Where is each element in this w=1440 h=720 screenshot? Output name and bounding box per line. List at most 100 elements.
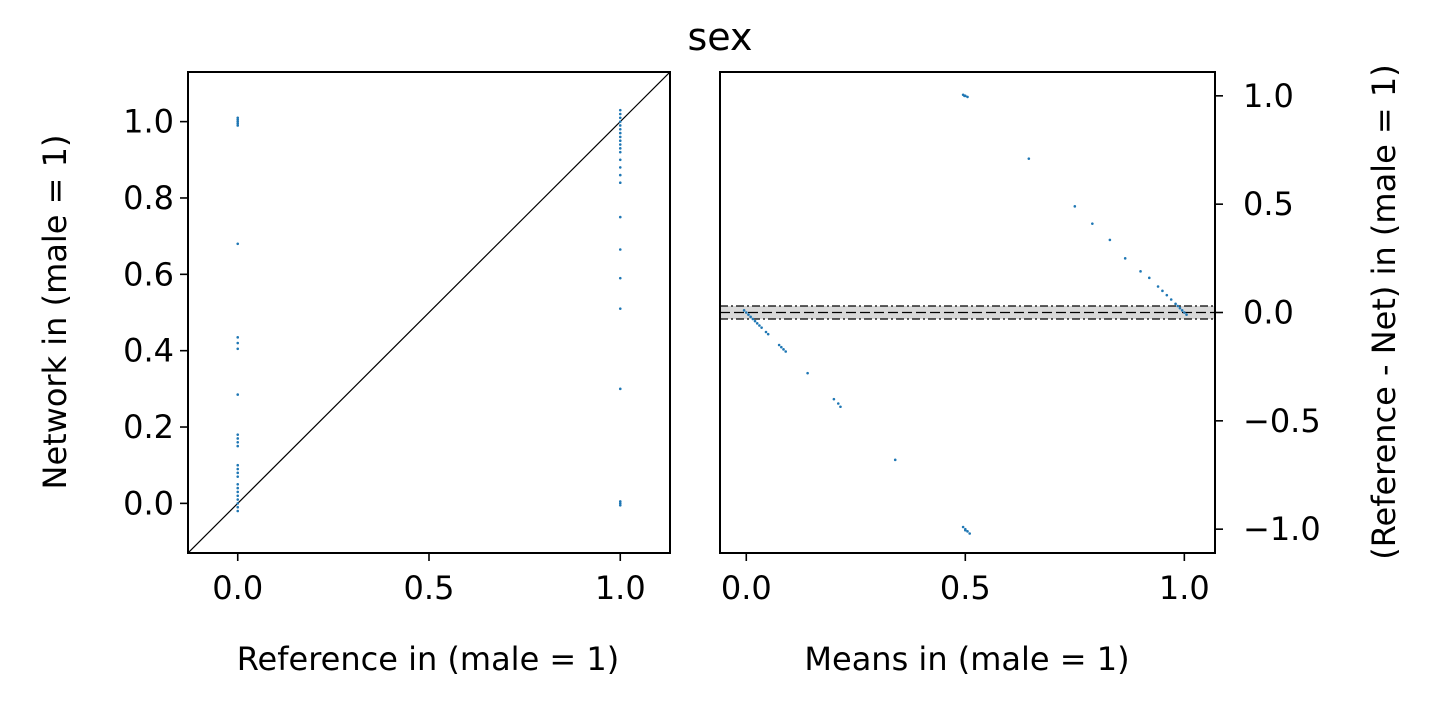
data-point-8 xyxy=(236,347,240,351)
data-point-33 xyxy=(618,135,622,139)
data-point-35 xyxy=(618,143,622,146)
diff-point-8 xyxy=(1123,257,1127,260)
data-point-6 xyxy=(236,336,240,339)
diff-point-19 xyxy=(1183,311,1186,314)
diff-point-21 xyxy=(742,309,746,312)
diff-point-26 xyxy=(753,319,757,323)
diff-point-1 xyxy=(966,95,969,99)
left-scatter-panel: 0.0 0.5 1.0 0.0 0.2 0.4 0.6 0.8 1.0 xyxy=(123,71,671,607)
data-point-11 xyxy=(236,437,240,440)
diff-point-10 xyxy=(1147,276,1151,280)
identity-line xyxy=(188,72,670,553)
data-point-45 xyxy=(618,307,622,310)
diff-point-5 xyxy=(1073,205,1077,208)
y-tick-label-1: 0.2 xyxy=(123,408,174,446)
diff-point-32 xyxy=(777,343,781,347)
data-point-26 xyxy=(618,108,622,112)
data-point-20 xyxy=(236,490,240,494)
y-tick-label-2: 0.4 xyxy=(123,332,174,370)
data-point-44 xyxy=(618,276,622,280)
data-point-3 xyxy=(236,116,240,120)
right-y-axis-label: (Reference - Net) in (male = 1) xyxy=(1365,64,1403,560)
diff-point-18 xyxy=(1180,309,1184,312)
diff-point-12 xyxy=(1161,289,1164,293)
data-point-38 xyxy=(618,158,622,162)
diff-point-17 xyxy=(1178,306,1182,310)
diff-point-35 xyxy=(784,350,788,353)
y-tick-label-1: −0.5 xyxy=(1243,402,1321,440)
data-point-18 xyxy=(236,482,240,486)
diff-point-11 xyxy=(1156,285,1160,288)
diff-point-39 xyxy=(839,405,842,409)
data-point-37 xyxy=(618,150,622,154)
diff-point-42 xyxy=(966,530,969,533)
diff-point-20 xyxy=(1185,313,1188,316)
x-tick-label-2: 1.0 xyxy=(595,569,646,607)
data-point-17 xyxy=(236,475,240,478)
diff-point-13 xyxy=(1165,293,1169,297)
right-x-axis-label: Means in (male = 1) xyxy=(804,640,1129,678)
data-point-31 xyxy=(618,127,622,131)
diff-point-33 xyxy=(780,345,783,349)
diff-point-23 xyxy=(747,313,750,316)
diff-point-45 xyxy=(964,528,967,532)
y-tick-label-4: 1.0 xyxy=(1243,77,1294,115)
x-tick-label-1: 0.5 xyxy=(940,569,991,607)
diff-point-7 xyxy=(1108,238,1112,242)
y-tick-label-3: 0.5 xyxy=(1243,185,1294,223)
diff-point-9 xyxy=(1139,270,1142,273)
data-point-29 xyxy=(618,120,622,123)
data-point-22 xyxy=(236,498,240,501)
diff-point-16 xyxy=(1176,304,1180,308)
data-point-47 xyxy=(618,502,622,505)
data-point-43 xyxy=(618,248,622,251)
diff-point-28 xyxy=(758,324,761,327)
diff-point-6 xyxy=(1091,222,1094,225)
diff-point-37 xyxy=(832,397,836,401)
diff-point-40 xyxy=(893,458,897,462)
data-point-4 xyxy=(236,124,240,127)
data-point-5 xyxy=(236,242,240,246)
data-point-0 xyxy=(236,120,240,123)
data-point-28 xyxy=(618,116,622,120)
diff-point-43 xyxy=(961,525,965,529)
data-point-42 xyxy=(618,215,622,219)
data-point-9 xyxy=(236,393,240,396)
x-tick-label-1: 0.5 xyxy=(404,569,455,607)
x-tick-label-0: 0.0 xyxy=(212,569,263,607)
y-tick-label-0: −1.0 xyxy=(1243,510,1321,548)
diff-point-25 xyxy=(751,317,755,321)
chart-title: sex xyxy=(688,15,753,59)
data-point-24 xyxy=(236,505,240,509)
data-point-21 xyxy=(236,494,240,498)
data-point-1 xyxy=(236,118,240,122)
diff-point-24 xyxy=(749,315,752,319)
diff-point-4 xyxy=(1027,157,1031,160)
data-point-15 xyxy=(236,467,240,471)
data-point-36 xyxy=(618,147,622,150)
x-tick-label-0: 0.0 xyxy=(721,569,772,607)
left-x-axis-label: Reference in (male = 1) xyxy=(237,640,620,678)
data-point-40 xyxy=(618,173,622,177)
diff-point-14 xyxy=(1169,298,1173,301)
y-tick-label-0: 0.0 xyxy=(123,484,174,522)
data-point-14 xyxy=(236,463,240,467)
data-point-19 xyxy=(236,486,240,490)
diff-point-29 xyxy=(760,326,763,329)
right-bland-altman-panel: 0.0 0.5 1.0 −1.0 −0.5 0.0 0.5 1.0 xyxy=(719,71,1321,607)
data-point-13 xyxy=(236,444,240,448)
y-tick-label-5: 1.0 xyxy=(123,103,174,141)
data-point-27 xyxy=(618,112,622,116)
data-point-49 xyxy=(618,500,622,503)
diff-point-3 xyxy=(963,94,966,98)
diff-point-34 xyxy=(782,348,785,351)
data-point-16 xyxy=(236,471,240,475)
diff-point-27 xyxy=(755,322,759,325)
data-point-2 xyxy=(236,122,240,125)
data-point-7 xyxy=(236,341,240,345)
diff-point-22 xyxy=(744,311,748,314)
data-point-10 xyxy=(236,433,240,436)
y-tick-label-2: 0.0 xyxy=(1243,294,1294,332)
diff-point-30 xyxy=(764,330,768,334)
